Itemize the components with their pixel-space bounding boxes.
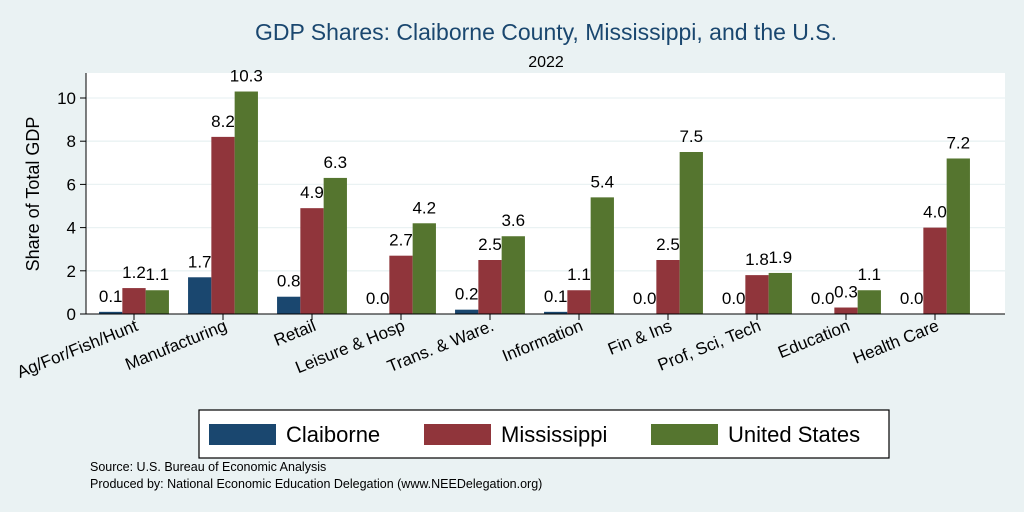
data-label: 0.0	[900, 289, 924, 308]
bar-united-states	[857, 290, 881, 314]
legend-label: United States	[728, 422, 860, 447]
bar-claiborne	[99, 311, 123, 314]
x-tick-label: Ag/For/Fish/Hunt	[14, 316, 141, 382]
data-label: 1.9	[768, 248, 792, 267]
data-label: 0.0	[366, 289, 390, 308]
x-tick-label: Manufacturing	[122, 316, 229, 374]
bar-united-states	[234, 91, 258, 315]
x-tick-label: Retail	[271, 316, 318, 350]
bar-united-states	[501, 236, 525, 314]
y-tick-label: 8	[67, 132, 76, 151]
bar-mississippi	[834, 307, 858, 314]
bar-mississippi	[478, 260, 502, 314]
data-label: 4.0	[923, 203, 947, 222]
bar-united-states	[323, 177, 347, 314]
data-label: 1.2	[122, 263, 146, 282]
data-label: 0.8	[277, 272, 301, 291]
data-label: 1.1	[567, 265, 591, 284]
bar-mississippi	[923, 227, 947, 314]
y-tick-label: 10	[57, 89, 76, 108]
bar-united-states	[590, 197, 614, 314]
bar-mississippi	[300, 208, 324, 314]
y-tick-label: 0	[67, 305, 76, 324]
bar-mississippi	[211, 136, 235, 314]
bar-united-states	[145, 290, 169, 314]
data-label: 1.7	[188, 252, 212, 271]
y-tick-label: 2	[67, 262, 76, 281]
data-label: 1.8	[745, 250, 769, 269]
data-label: 2.5	[478, 235, 502, 254]
legend: Claiborne Mississippi United States	[198, 409, 890, 459]
produced-by-note: Produced by: National Economic Education…	[90, 477, 542, 491]
data-label: 4.9	[300, 183, 324, 202]
bar-mississippi	[122, 288, 146, 314]
legend-label: Mississippi	[501, 422, 607, 447]
chart-subtitle: 2022	[528, 54, 564, 71]
data-label: 0.0	[811, 289, 835, 308]
x-tick-label: Health Care	[850, 316, 941, 368]
legend-label: Claiborne	[286, 422, 380, 447]
data-label: 0.3	[834, 283, 858, 302]
data-label: 0.1	[544, 287, 568, 306]
bar-mississippi	[656, 260, 680, 314]
y-tick-label: 6	[67, 175, 76, 194]
x-tick-label: Prof, Sci, Tech	[655, 316, 763, 375]
data-label: 10.3	[230, 67, 263, 86]
y-tick-label: 4	[67, 219, 76, 238]
y-axis-label: Share of Total GDP	[23, 117, 43, 272]
data-label: 0.2	[455, 285, 479, 304]
bar-mississippi	[389, 255, 413, 314]
x-tick-label: Information	[500, 316, 586, 365]
data-label: 1.1	[857, 265, 881, 284]
bar-claiborne	[544, 311, 568, 314]
data-label: 1.1	[145, 265, 169, 284]
bar-united-states	[768, 272, 792, 314]
bar-mississippi	[745, 275, 769, 314]
data-label: 0.1	[99, 287, 123, 306]
data-label: 7.2	[946, 133, 970, 152]
bar-claiborne	[188, 277, 212, 314]
data-label: 7.5	[679, 127, 703, 146]
data-label: 0.0	[633, 289, 657, 308]
bar-mississippi	[567, 290, 591, 314]
data-label: 4.2	[412, 198, 436, 217]
data-label: 5.4	[590, 172, 614, 191]
bar-claiborne	[455, 309, 479, 314]
legend-swatch	[424, 424, 491, 445]
data-label: 6.3	[323, 153, 347, 172]
bar-claiborne	[277, 296, 301, 314]
data-label: 2.5	[656, 235, 680, 254]
data-label: 3.6	[501, 211, 525, 230]
chart-title: GDP Shares: Claiborne County, Mississipp…	[255, 19, 837, 45]
legend-swatch	[209, 424, 276, 445]
data-label: 0.0	[722, 289, 746, 308]
source-note: Source: U.S. Bureau of Economic Analysis	[90, 460, 326, 474]
bar-united-states	[946, 158, 970, 314]
bar-united-states	[412, 223, 436, 314]
data-label: 8.2	[211, 112, 235, 131]
data-label: 2.7	[389, 231, 413, 250]
legend-box	[198, 409, 890, 459]
x-tick-label: Education	[775, 316, 852, 362]
bar-united-states	[679, 152, 703, 314]
legend-swatch	[651, 424, 718, 445]
